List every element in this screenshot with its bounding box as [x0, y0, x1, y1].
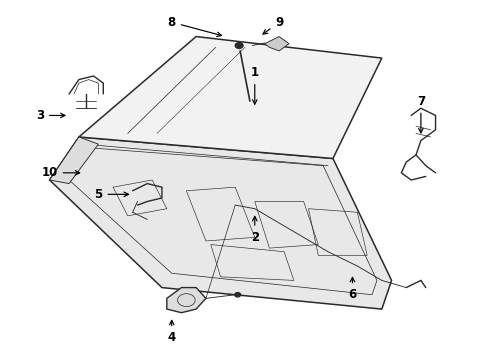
Text: 5: 5 [94, 188, 128, 201]
Polygon shape [79, 37, 382, 158]
Polygon shape [49, 137, 98, 184]
Text: 6: 6 [348, 277, 357, 301]
Polygon shape [265, 37, 289, 51]
Text: 8: 8 [168, 16, 221, 36]
Text: 10: 10 [42, 166, 80, 179]
Text: 1: 1 [251, 66, 259, 104]
Circle shape [235, 42, 243, 48]
Text: 9: 9 [263, 16, 283, 34]
Polygon shape [49, 137, 392, 309]
Text: 7: 7 [417, 95, 425, 133]
Circle shape [235, 293, 241, 297]
Text: 4: 4 [168, 320, 176, 344]
Text: 2: 2 [251, 216, 259, 244]
Text: 3: 3 [36, 109, 65, 122]
Polygon shape [167, 288, 206, 313]
